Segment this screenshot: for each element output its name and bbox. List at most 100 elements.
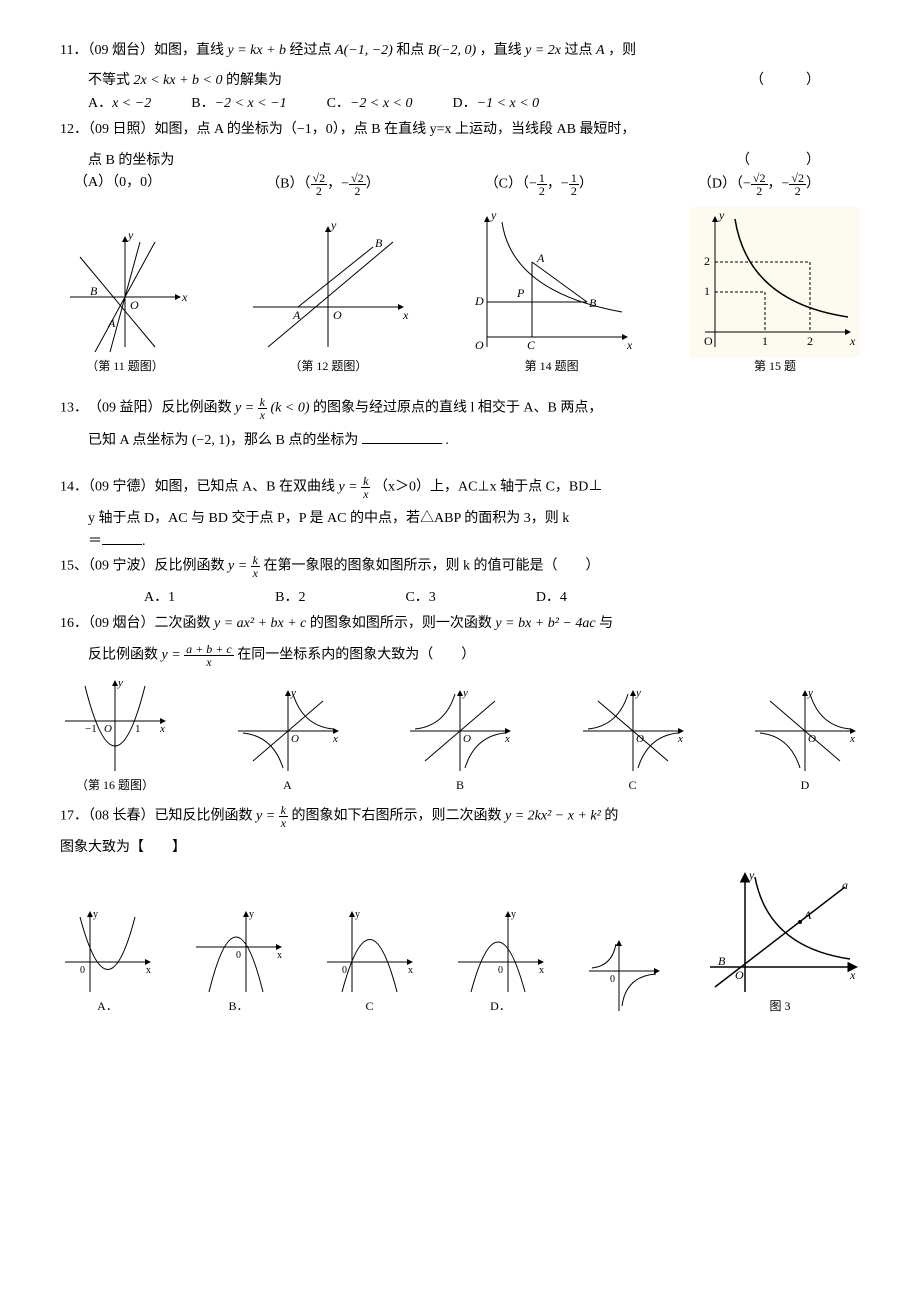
svg-text:0: 0 [610,974,615,985]
svg-text:x: x [849,334,856,348]
q11-paren: （ ） [750,70,820,92]
svg-text:O: O [704,334,713,348]
svg-text:O: O [291,733,299,745]
question-12: 12．（09 日照）如图，点 A 的坐标为（−1，0），点 B 在直线 y=x … [60,119,860,141]
svg-text:1: 1 [135,723,141,735]
svg-text:B: B [718,954,726,968]
svg-text:1: 1 [762,334,768,348]
svg-text:B: B [90,284,98,298]
svg-text:x: x [277,950,282,961]
question-11: 11．（09 烟台）如图，直线 y = kx + b 经过点 A(−1, −2)… [60,40,860,62]
svg-text:y: y [117,677,123,689]
svg-text:O: O [636,733,644,745]
svg-text:x: x [504,733,510,745]
svg-text:−1: −1 [85,723,97,735]
svg-text:1: 1 [704,284,710,298]
svg-text:y: y [330,218,337,232]
question-14: 14．（09 宁德）如图，已知点 A、B 在双曲线 y = kx （x＞0）上，… [60,475,860,500]
fig-12: y x O A B （第 12 题图） [243,217,413,376]
svg-text:x: x [677,733,683,745]
svg-text:0: 0 [80,965,85,976]
svg-text:y: y [462,687,468,699]
q12-options: （A）（0，0） （B）（√22，−√22） （C）（−12，−12） （D）（… [74,172,860,197]
svg-text:y: y [807,687,813,699]
blank-input-2[interactable] [102,530,142,545]
svg-text:C: C [527,338,536,352]
svg-text:y: y [127,228,134,242]
q11-text: 11．（09 烟台）如图，直线 [60,43,227,58]
q12-optC: （C）（−12，−12） [485,172,593,197]
svg-text:x: x [159,723,165,735]
fig-15: y x O 1 2 1 2 第 15 题 [690,207,860,376]
q12-optB: （B）（√22，−√22） [266,172,379,197]
fig-14: y x O A P D B C 第 14 题图 [467,207,637,376]
question-13: 13． （09 益阳）反比例函数 y = kx (k < 0) 的图象与经过原点… [60,396,860,421]
fig-16-C: y x O C [578,686,688,795]
svg-text:y: y [490,208,497,222]
svg-text:y: y [511,909,516,920]
q14-line2: y 轴于点 D，AC 与 BD 交于点 P，P 是 AC 的中点，若△ABP 的… [60,508,860,530]
fig-17-A: y x 0 A． [60,907,155,1016]
svg-text:2: 2 [807,334,813,348]
q17-line2: 图象大致为【 】 [60,837,860,859]
svg-text:x: x [146,965,151,976]
q11-eq1: y = kx + b [227,43,286,58]
fig-3: y x O A B a 图 3 [700,867,860,1016]
question-17: 17．（08 长春）已知反比例函数 y = kx 的图象如下右图所示，则二次函数… [60,804,860,829]
svg-text:D: D [474,294,484,308]
svg-text:y: y [748,868,755,882]
q12-line2: 点 B 的坐标为 （ ） [60,150,860,172]
svg-text:y: y [635,687,641,699]
svg-text:O: O [475,338,484,352]
q12-optD: （D）（−√22，−√22） [698,172,820,197]
svg-text:A: A [292,308,301,322]
fig-17-C: y x 0 C [322,907,417,1016]
svg-text:2: 2 [704,254,710,268]
svg-text:y: y [355,909,360,920]
fig-11: y x O B A （第 11 题图） [60,227,190,376]
question-16: 16．（09 烟台）二次函数 y = ax² + bx + c 的图象如图所示，… [60,613,860,635]
svg-text:A: A [803,908,812,922]
svg-text:O: O [104,723,112,735]
svg-text:x: x [408,965,413,976]
fig-16-given: y x O −1 1 （第 16 题图） [60,676,170,795]
svg-text:x: x [539,965,544,976]
svg-text:a: a [842,878,848,892]
fig-16-D: y x O D [750,686,860,795]
q12-paren: （ ） [736,150,820,172]
svg-text:P: P [516,286,525,300]
fig-17-B: y x 0 B． [191,907,286,1016]
blank-input[interactable] [362,429,442,444]
q11-line2: 不等式 2x < kx + b < 0 的解集为 （ ） [60,70,860,92]
svg-text:x: x [181,290,188,304]
fig-16-A: y x O A [233,686,343,795]
question-15: 15、（09 宁波）反比例函数 y = kx 在第一象限的图象如图所示，则 k … [60,554,860,579]
svg-text:O: O [333,308,342,322]
svg-text:O: O [735,968,744,982]
svg-text:0: 0 [498,965,503,976]
svg-text:O: O [463,733,471,745]
svg-text:B: B [375,236,383,250]
svg-text:B: B [589,296,597,310]
q16-line2: 反比例函数 y = a + b + cx 在同一坐标系内的图象大致为（ ） [60,643,860,668]
q12-optA: （A）（0，0） [74,172,161,197]
svg-text:A: A [536,251,545,265]
svg-text:A: A [107,316,116,330]
svg-text:y: y [249,909,254,920]
svg-text:x: x [849,968,856,982]
q11-options: A．x < −2 B．−2 < x < −1 C．−2 < x < 0 D．−1… [88,93,860,115]
svg-text:x: x [849,733,855,745]
q13-line2: 已知 A 点坐标为 (−2, 1)，那么 B 点的坐标为 . [60,429,860,452]
svg-text:y: y [93,909,98,920]
graphs-row-1: y x O B A （第 11 题图） y x O A B （第 12 题图） [60,207,860,376]
svg-text:x: x [332,733,338,745]
fig-17-given: 0 [584,936,664,1016]
graphs-row-17: y x 0 A． y x 0 B． y x 0 C [60,867,860,1016]
q14-line3: ＝. [60,530,860,553]
fig-16-B: y x O B [405,686,515,795]
svg-text:0: 0 [236,950,241,961]
svg-text:x: x [402,308,409,322]
svg-text:x: x [626,338,633,352]
svg-text:y: y [718,208,725,222]
graphs-row-16: y x O −1 1 （第 16 题图） y x O A [60,676,860,795]
